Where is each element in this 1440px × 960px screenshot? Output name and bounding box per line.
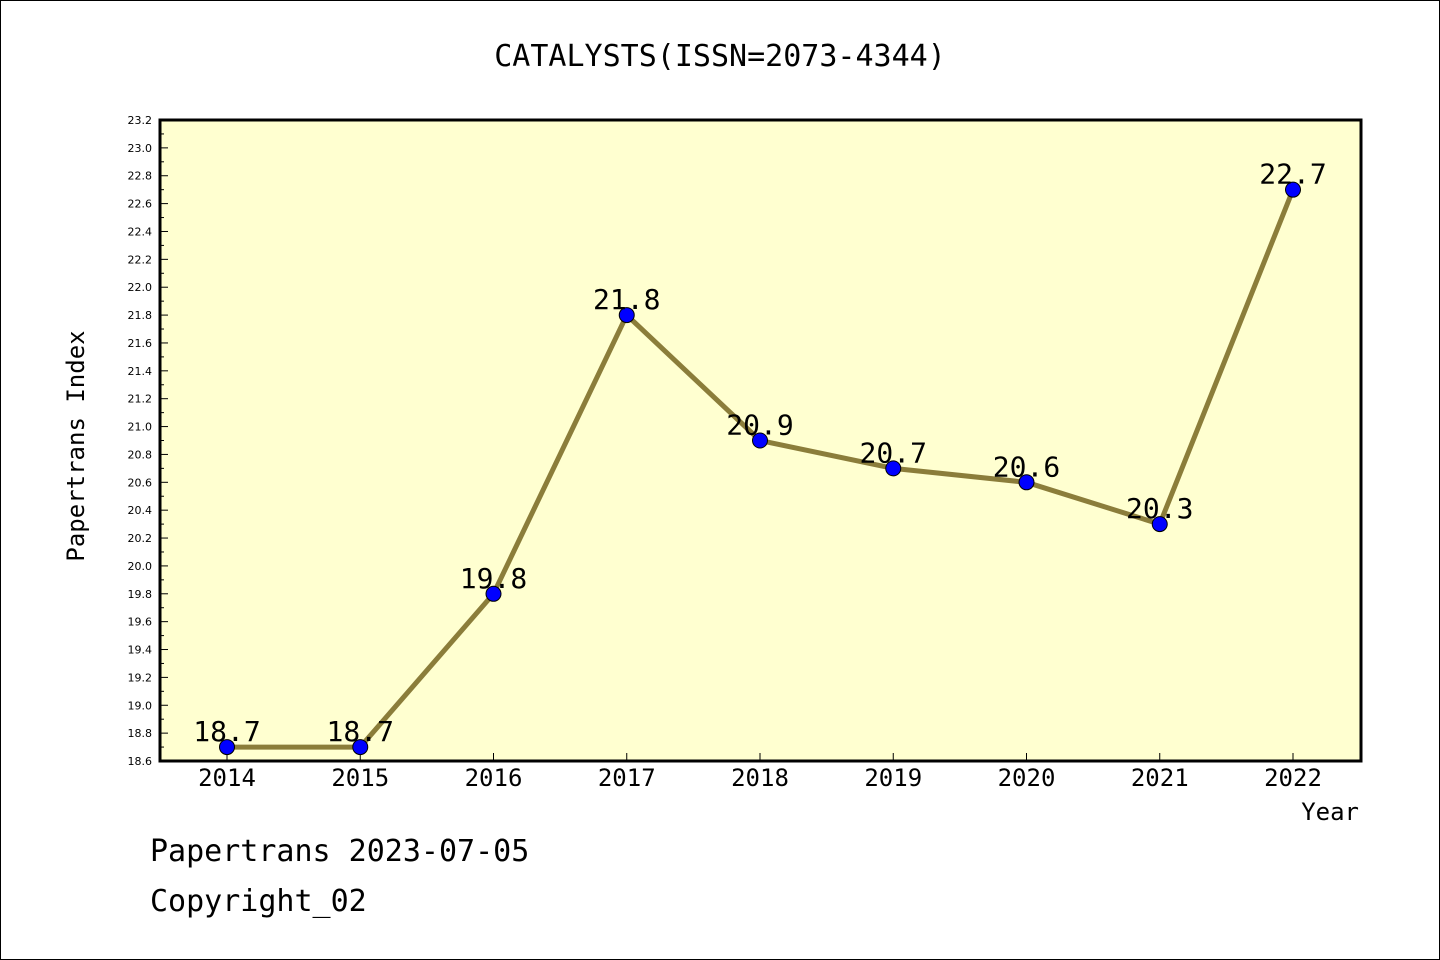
y-tick-label: 19.2 [128,671,153,684]
data-label: 19.8 [460,562,527,595]
x-tick-label: 2017 [598,764,656,792]
y-tick-label: 23.0 [128,142,153,155]
data-label: 18.7 [327,715,394,748]
data-label: 21.8 [593,283,660,316]
y-tick-label: 20.0 [128,560,153,573]
y-tick-label: 21.4 [128,365,153,378]
data-labels: 18.7 18.7 19.8 21.8 20.9 20.7 20.6 20.3 22.7 [193,158,1326,748]
x-axis-label: Year [1301,798,1359,826]
y-tick-label: 22.2 [128,253,153,266]
y-tick-label: 18.8 [128,727,153,740]
data-label: 20.6 [993,450,1060,483]
y-tick-label: 21.0 [128,421,153,434]
y-tick-label: 19.4 [128,644,153,657]
data-point [752,432,768,449]
data-point [352,739,369,756]
data-point [485,585,502,602]
y-tick-label: 21.2 [128,393,153,406]
y-tick-label: 21.8 [128,309,153,322]
x-axis-ticks: 2014 2015 2016 2017 2018 2019 2020 2021 2022 [198,753,1322,792]
series-points [219,181,1301,756]
y-tick-label: 19.8 [128,588,153,601]
y-tick-label: 21.6 [128,337,153,350]
x-tick-label: 2020 [998,764,1056,792]
data-point [618,307,635,324]
footer-date: Papertrans 2023-07-05 [150,834,530,869]
y-tick-label: 22.6 [128,198,153,211]
y-tick-label: 20.4 [128,504,153,517]
y-tick-label: 23.2 [128,114,153,127]
data-point [1151,516,1168,533]
x-tick-label: 2015 [331,764,389,792]
y-tick-label: 20.6 [128,476,153,489]
y-tick-label: 18.6 [128,755,153,768]
x-tick-label: 2021 [1131,764,1189,792]
data-label: 20.3 [1126,492,1193,525]
x-tick-label: 2018 [731,764,789,792]
data-point [1018,474,1035,491]
y-axis-label: Papertrans Index [62,330,90,561]
x-tick-label: 2019 [864,764,922,792]
y-tick-label: 20.2 [128,532,153,545]
y-tick-label: 19.6 [128,616,153,629]
chart-title: CATALYSTS(ISSN=2073-4344) [494,39,946,74]
x-tick-label: 2014 [198,764,256,792]
data-label: 20.7 [860,436,927,469]
y-tick-label: 22.8 [128,170,153,183]
y-axis-ticks: 18.6 18.8 19.0 19.2 19.4 19.6 19.8 20.0 20.2 20.4… [128,114,168,768]
data-point [1285,181,1301,198]
data-point [885,460,902,477]
data-label: 22.7 [1259,158,1326,191]
x-tick-label: 2016 [465,764,523,792]
y-tick-label: 22.0 [128,281,153,294]
footer-copyright: Copyright_02 [150,884,367,919]
data-label: 20.9 [726,409,793,442]
data-label: 18.7 [193,715,260,748]
y-tick-label: 19.0 [128,699,153,712]
y-tick-label: 22.4 [128,225,153,238]
x-tick-label: 2022 [1264,764,1322,792]
data-point [219,739,235,756]
y-tick-label: 20.8 [128,448,153,461]
